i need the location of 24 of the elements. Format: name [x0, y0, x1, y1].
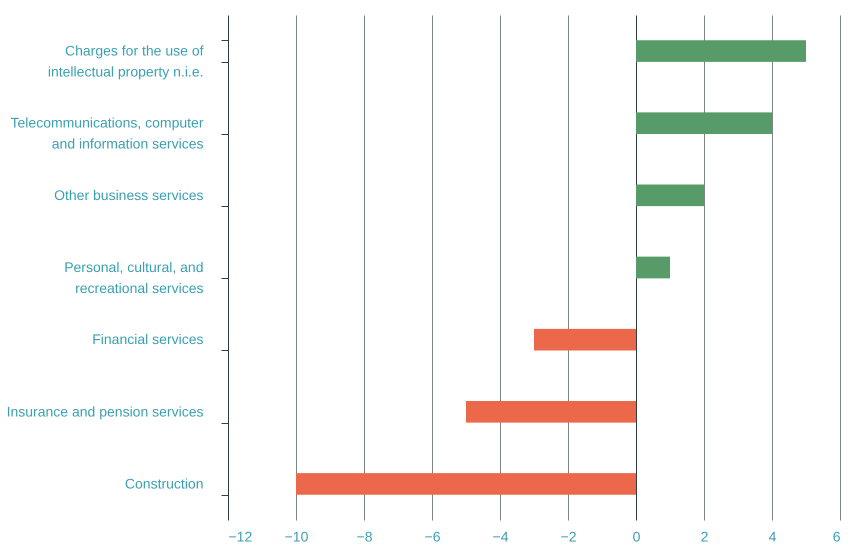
x-tick-label: 2	[700, 528, 709, 544]
x-tick-label: −8	[356, 528, 373, 544]
bar	[466, 400, 636, 423]
x-tick-label: 0	[632, 528, 641, 544]
x-tick-label: 6	[832, 528, 841, 544]
x-tick-label: 4	[768, 528, 777, 544]
x-tick-label: −6	[424, 528, 441, 544]
y-tick-label: Personal, cultural, and recreational services	[64, 259, 204, 296]
y-tick-label: Financial services	[92, 331, 204, 348]
x-tick-label: −4	[492, 528, 509, 544]
y-tick-label: Construction	[124, 475, 204, 492]
bar	[636, 112, 772, 134]
bar	[534, 328, 636, 350]
y-tick-label: Insurance and pension services	[6, 403, 204, 420]
bar	[636, 40, 806, 62]
x-tick-label: −10	[284, 528, 309, 544]
x-tick-label: −2	[560, 528, 577, 544]
x-tick-label: −12	[228, 528, 252, 544]
y-tick-label: Charges for the use of intellectual property n.i.e.	[48, 42, 204, 80]
bar	[636, 256, 670, 278]
bar	[636, 184, 704, 206]
y-tick-label: Telecommunications, computer and information services	[10, 114, 204, 152]
bar	[296, 473, 636, 495]
y-tick-label: Other business services	[54, 186, 204, 203]
